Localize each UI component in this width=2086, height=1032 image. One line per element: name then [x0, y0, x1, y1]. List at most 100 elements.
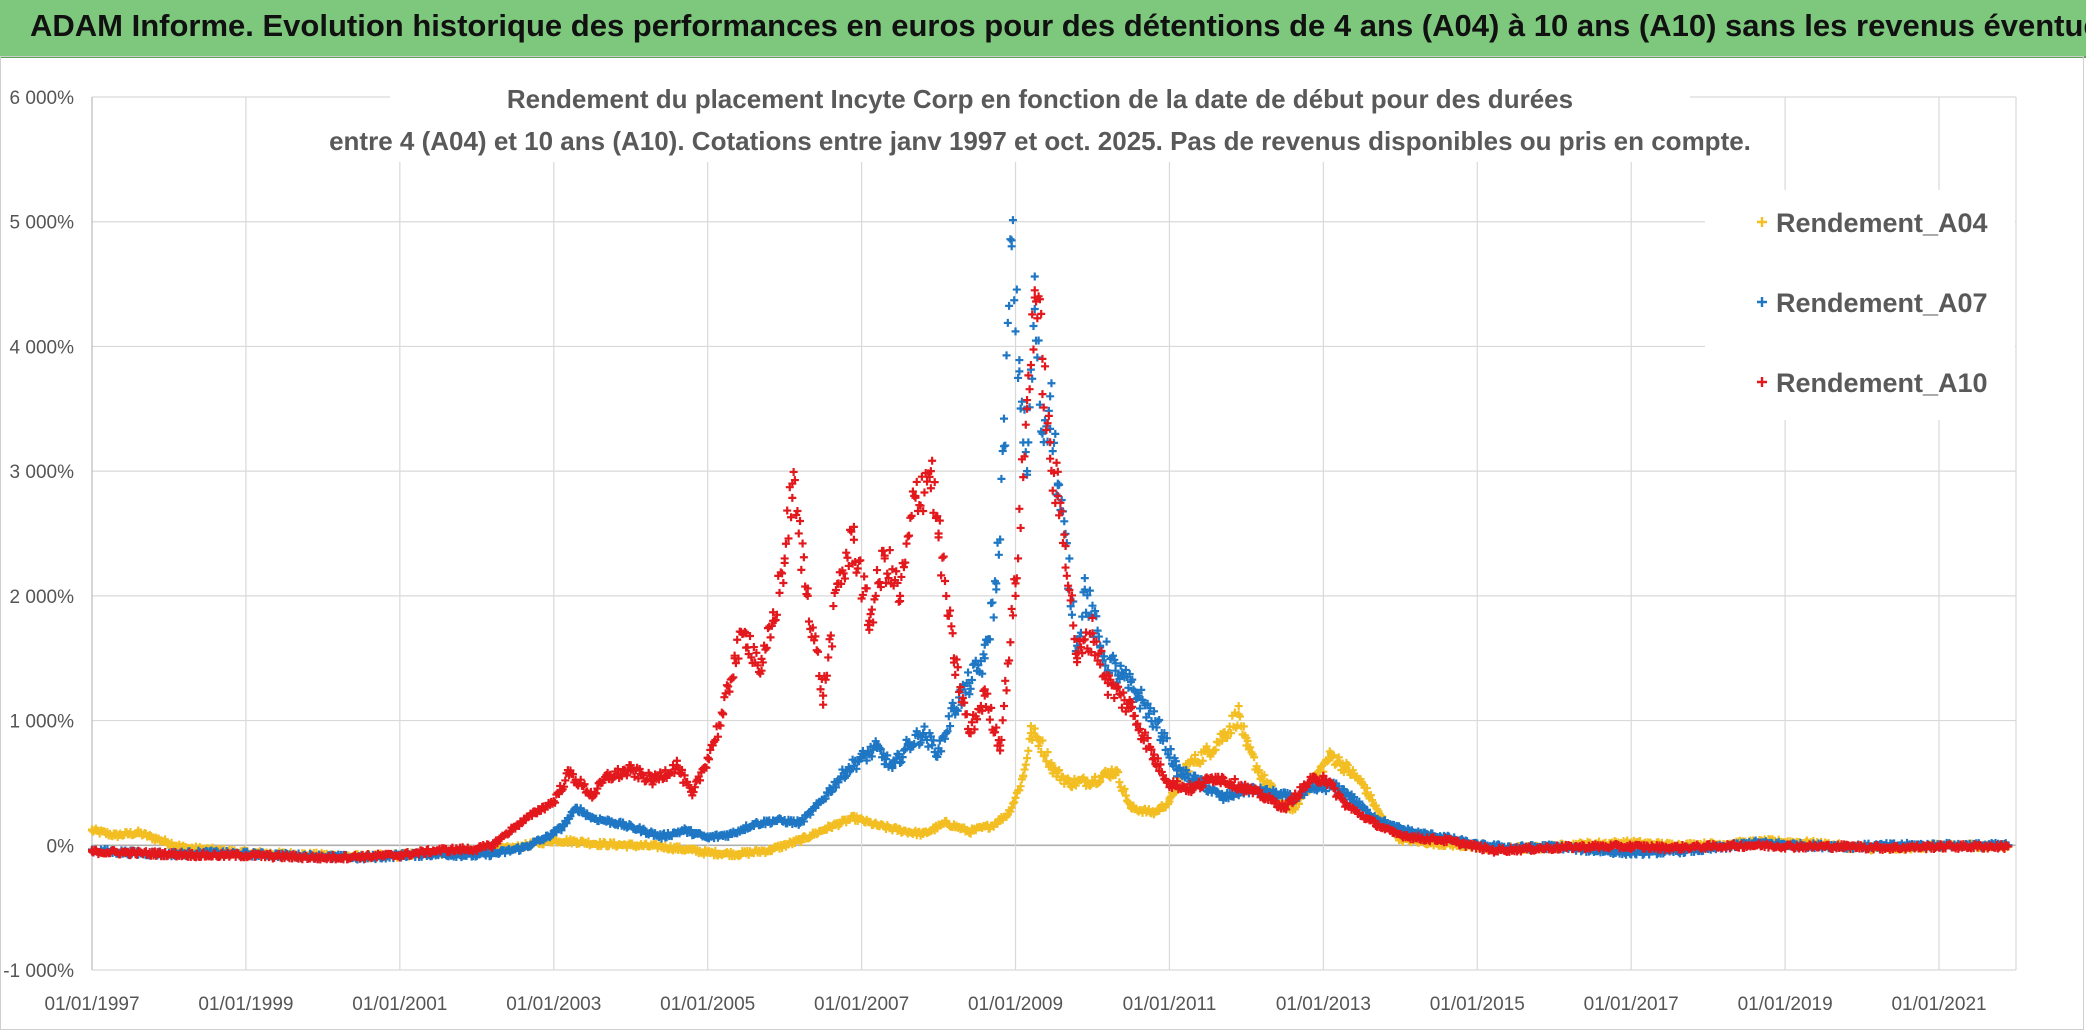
data-point: [1083, 591, 1092, 600]
data-point: [934, 529, 943, 538]
data-point: [1050, 766, 1058, 775]
data-point: [794, 529, 803, 538]
data-point: [944, 611, 953, 620]
data-point: [1001, 676, 1010, 685]
data-point: [241, 851, 250, 860]
data-point: [953, 663, 962, 672]
data-point: [1323, 757, 1332, 766]
data-point: [603, 772, 612, 781]
data-point: [1366, 791, 1375, 800]
data-point: [1150, 808, 1159, 817]
data-point: [867, 752, 876, 761]
data-point: [134, 828, 143, 837]
data-point: [1002, 686, 1011, 695]
data-point: [657, 842, 666, 851]
data-point: [965, 690, 974, 699]
data-point: [547, 831, 556, 840]
data-point: [580, 780, 589, 789]
data-point: [858, 590, 867, 599]
data-point: [357, 852, 366, 861]
data-point: [994, 550, 1003, 559]
data-point: [1234, 710, 1243, 719]
title-background: [390, 86, 1690, 162]
data-point: [678, 765, 687, 774]
y-axis-ticks: 6 000%5 000%4 000%3 000%2 000%1 000%0%-1…: [3, 88, 74, 982]
data-point: [1065, 778, 1074, 787]
data-point: [1550, 843, 1559, 852]
data-point: [1165, 797, 1174, 806]
data-point: [897, 572, 906, 581]
data-point: [779, 578, 788, 587]
data-point: [1096, 777, 1105, 786]
data-point: [829, 602, 838, 611]
series-Rendement_A10: [88, 286, 2013, 864]
data-point: [595, 840, 604, 849]
x-tick-label: 01/01/2011: [1123, 994, 1217, 1015]
data-point: [1191, 750, 1200, 759]
data-point: [704, 755, 713, 764]
data-point: [526, 842, 535, 851]
data-point: [940, 734, 949, 743]
report-title: ADAM Informe. Evolution historique des p…: [30, 8, 2086, 43]
data-point: [803, 591, 812, 600]
data-point: [1121, 665, 1130, 674]
data-point: [1334, 753, 1343, 762]
data-point: [1006, 235, 1015, 244]
data-point: [935, 516, 944, 525]
data-point: [1064, 581, 1073, 590]
data-point: [1047, 758, 1056, 767]
data-point: [1288, 799, 1297, 808]
data-point: [916, 501, 925, 510]
data-point: [938, 553, 947, 562]
data-point: [1088, 601, 1097, 610]
data-point: [552, 828, 561, 837]
data-point: [1588, 842, 1597, 851]
data-point: [780, 554, 789, 563]
data-point: [1046, 438, 1055, 447]
data-point: [865, 616, 874, 625]
data-point: [876, 745, 885, 754]
data-point: [905, 531, 914, 540]
data-point: [534, 806, 543, 815]
data-point: [1070, 635, 1079, 643]
data-point: [1388, 828, 1397, 837]
data-point: [635, 764, 644, 773]
data-point: [799, 553, 808, 562]
y-tick-label: 1 000%: [10, 712, 75, 733]
data-point: [1114, 682, 1123, 691]
data-point: [1465, 841, 1474, 850]
data-point: [722, 681, 731, 690]
data-point: [996, 741, 1005, 750]
data-point: [979, 650, 988, 659]
data-point: [896, 826, 905, 835]
data-point: [716, 721, 725, 730]
data-point: [1365, 816, 1374, 825]
data-point: [967, 718, 976, 727]
data-point: [1048, 486, 1057, 495]
data-point: [997, 474, 1006, 483]
data-point: [1330, 784, 1339, 793]
data-point: [942, 591, 951, 600]
data-point: [1023, 396, 1032, 405]
data-point: [862, 756, 871, 765]
data-point: [1227, 729, 1236, 738]
data-point: [1029, 321, 1038, 330]
data-point: [989, 613, 998, 622]
data-point: [999, 442, 1008, 451]
data-point: [657, 832, 666, 841]
data-point: [788, 493, 797, 502]
data-point: [853, 564, 862, 573]
data-point: [1280, 803, 1289, 812]
data-point: [1073, 654, 1082, 663]
data-point: [1097, 646, 1106, 655]
data-point: [1033, 353, 1042, 362]
data-point: [1211, 772, 1220, 781]
data-point: [965, 827, 974, 836]
data-point: [1020, 452, 1029, 461]
data-point: [781, 539, 790, 548]
data-point: [784, 534, 793, 543]
data-point: [867, 605, 876, 614]
data-point: [1147, 745, 1156, 754]
data-point: [88, 847, 96, 856]
data-point: [1627, 842, 1636, 851]
